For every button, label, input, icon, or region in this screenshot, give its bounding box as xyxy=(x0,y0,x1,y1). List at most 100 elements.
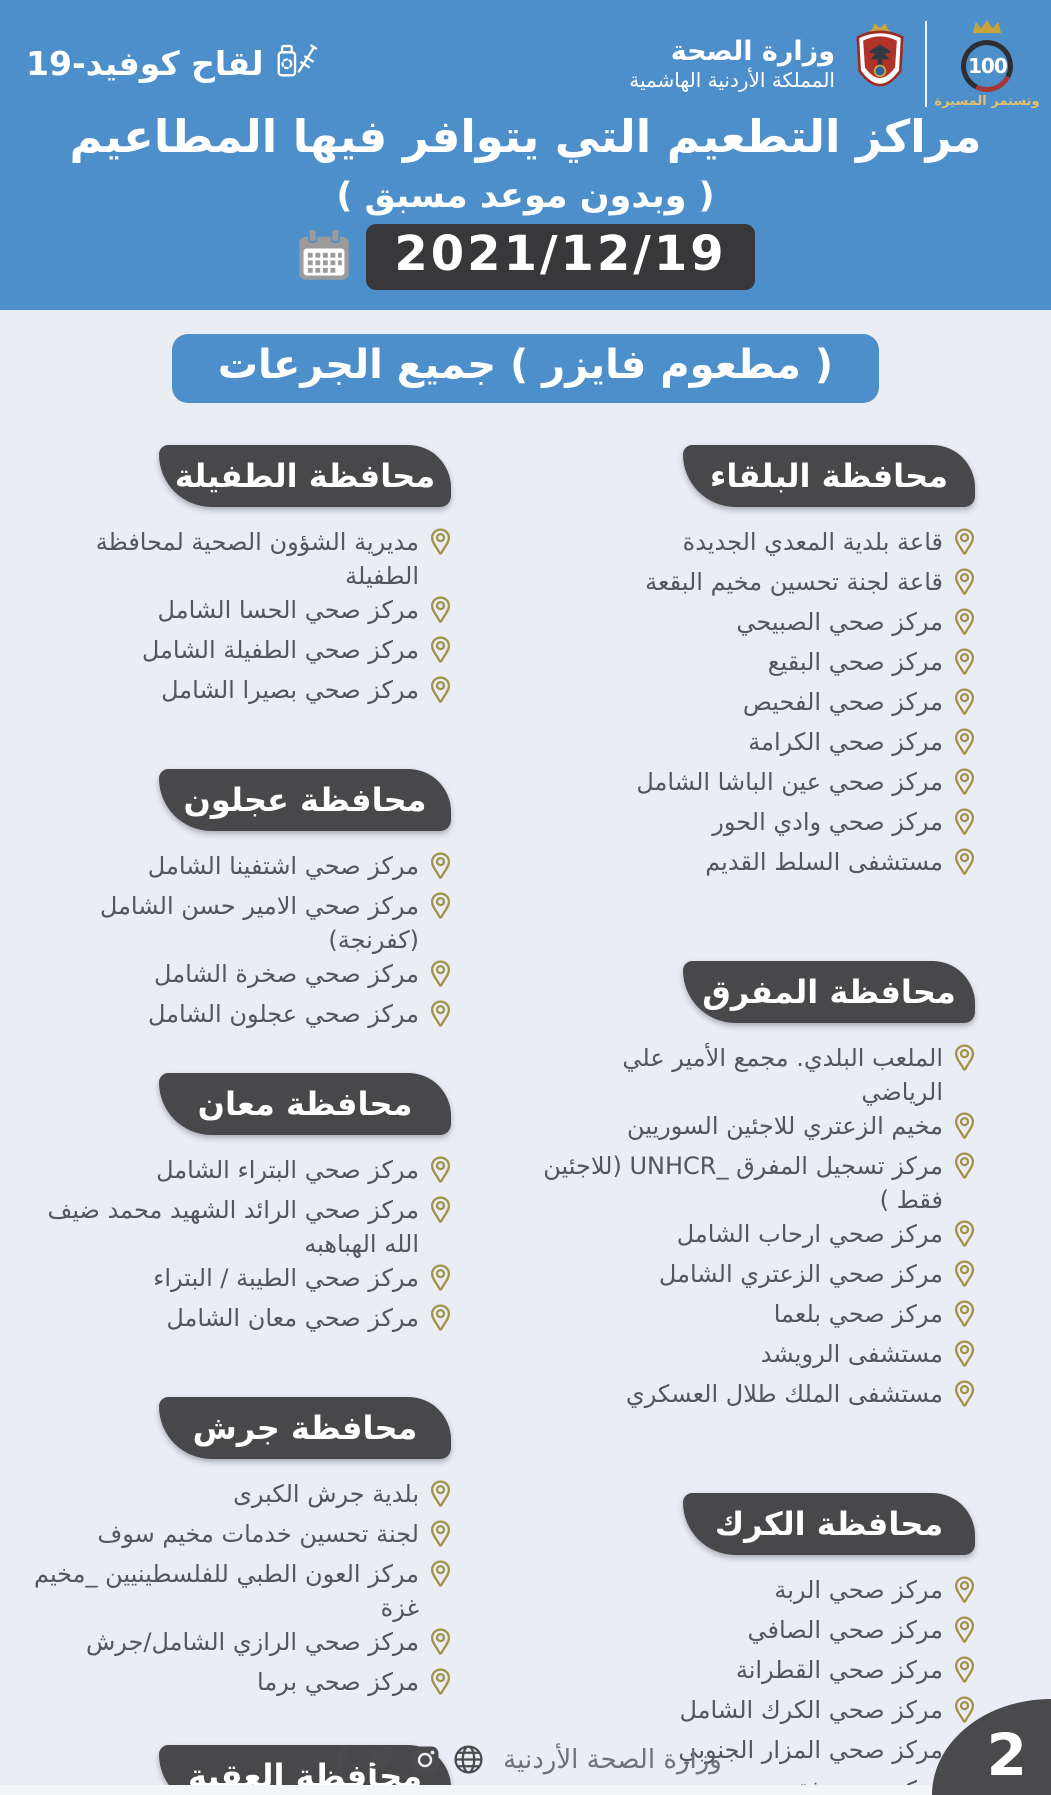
center-list-item: مركز صحي الفحيص xyxy=(535,685,975,725)
governorate-title-banner: محافظة معان xyxy=(159,1073,451,1135)
center-name: مركز صحي الطفيلة الشامل xyxy=(141,636,419,664)
governorate-section: محافظة المفرق الملعب البلدي. مجمع الأمير… xyxy=(535,961,975,1417)
center-list-item: مركز صحي الكرك الشامل xyxy=(535,1693,975,1733)
centennial-tagline: وتستمر المسيرة xyxy=(934,94,1040,109)
center-list-item: الملعب البلدي. مجمع الأمير علي الرياضي xyxy=(535,1041,975,1109)
center-name: قاعة لجنة تحسين مخيم البقعة xyxy=(645,568,943,596)
column-left: محافظة الطفيلة مديرية الشؤون الصحية لمحا… xyxy=(20,445,451,1795)
center-list-item: مركز صحي الطفيلة الشامل xyxy=(20,633,451,673)
center-name: مستشفى السلط القديم xyxy=(705,848,943,876)
location-pin-icon xyxy=(430,1668,451,1705)
facebook-icon[interactable] xyxy=(329,1746,353,1774)
center-list-item: مديرية الشؤون الصحية لمحافظة الطفيلة xyxy=(20,525,451,593)
location-pin-icon xyxy=(954,1696,975,1733)
center-name: مركز صحي الرازي الشامل/جرش xyxy=(86,1628,419,1656)
governorate-section: محافظة معان مركز صحي البتراء الشامل مركز… xyxy=(20,1073,451,1341)
center-list-item: مخيم الزعتري للاجئين السوريين xyxy=(535,1109,975,1149)
location-pin-icon xyxy=(430,1304,451,1341)
location-pin-icon xyxy=(430,1156,451,1193)
center-name: مركز صحي ارحاب الشامل xyxy=(676,1220,943,1248)
twitter-icon[interactable] xyxy=(366,1746,397,1774)
center-name: مركز صحي البقيع xyxy=(767,648,943,676)
brand-divider xyxy=(925,21,927,107)
governorate-title-banner: محافظة الطفيلة xyxy=(159,445,451,507)
center-list-item: مركز صحي الطيبة / البتراء xyxy=(20,1261,451,1301)
governorate-section: محافظة الطفيلة مديرية الشؤون الصحية لمحا… xyxy=(20,445,451,713)
location-pin-icon xyxy=(430,892,451,929)
location-pin-icon xyxy=(430,596,451,633)
center-list-item: مركز صحي الكرامة xyxy=(535,725,975,765)
center-list: بلدية جرش الكبرى لجنة تحسين خدمات مخيم س… xyxy=(20,1477,451,1705)
date-badge: 2021/12/19 xyxy=(366,224,755,290)
center-name: مركز صحي بصيرا الشامل xyxy=(161,676,419,704)
location-pin-icon xyxy=(430,1000,451,1037)
governorate-title-banner: محافظة الكرك xyxy=(683,1493,975,1555)
location-pin-icon xyxy=(954,528,975,565)
location-pin-icon xyxy=(430,676,451,713)
instagram-icon[interactable] xyxy=(410,1745,440,1775)
governorate-title-banner: محافظة البلقاء xyxy=(683,445,975,507)
centennial-crown-icon xyxy=(971,19,1003,38)
header-band: لقاح كوفيد-19 100 وتستمر المسيرة xyxy=(0,0,1051,310)
date-row: 2021/12/19 xyxy=(0,224,1051,290)
center-list-item: مركز صحي الصافي xyxy=(535,1613,975,1653)
center-list-item: مركز صحي البقيع xyxy=(535,645,975,685)
center-list-item: مركز صحي اشتفينا الشامل xyxy=(20,849,451,889)
center-list-item: بلدية جرش الكبرى xyxy=(20,1477,451,1517)
center-name: مركز صحي الزعتري الشامل xyxy=(658,1260,943,1288)
location-pin-icon xyxy=(954,1044,975,1081)
center-name: مركز صحي الامير حسن الشامل (كفرنجة) xyxy=(99,892,419,954)
center-name: مركز صحي الكرك الشامل xyxy=(679,1696,943,1724)
center-name: مديرية الشؤون الصحية لمحافظة الطفيلة xyxy=(95,528,419,590)
center-list-item: مستشفى الملك طلال العسكري xyxy=(535,1377,975,1417)
page-subtitle: ( وبدون موعد مسبق ) xyxy=(336,176,715,216)
governorate-title-banner: محافظة المفرق xyxy=(683,961,975,1023)
center-name: مركز صحي الفحيص xyxy=(742,688,943,716)
location-pin-icon xyxy=(954,808,975,845)
center-name: مركز صحي الصبيحي xyxy=(736,608,943,636)
center-name: مركز صحي الربة xyxy=(774,1576,943,1604)
location-pin-icon xyxy=(430,852,451,889)
center-name: مركز صحي الحسا الشامل xyxy=(157,596,419,624)
center-name: مستشفى الرويشد xyxy=(760,1340,943,1368)
center-list: مركز صحي البتراء الشامل مركز صحي الرائد … xyxy=(20,1153,451,1341)
center-list-item: مركز صحي القطرانة xyxy=(535,1653,975,1693)
center-name: مركز صحي المزار الجنوبي xyxy=(678,1736,943,1764)
brand-block: 100 وتستمر المسيرة وزارة الصحة المملكة ا… xyxy=(629,16,1040,112)
center-list-item: مركز العون الطبي للفلسطينيين _مخيم غزة xyxy=(20,1557,451,1625)
footer-ministry-name: وزارة الصحة الأردنية xyxy=(503,1744,722,1775)
location-pin-icon xyxy=(954,648,975,685)
center-list: مديرية الشؤون الصحية لمحافظة الطفيلة مرك… xyxy=(20,525,451,713)
location-pin-icon xyxy=(954,848,975,885)
jordan-coat-of-arms xyxy=(849,17,911,111)
center-list-item: قاعة لجنة تحسين مخيم البقعة xyxy=(535,565,975,605)
page-number: 2 xyxy=(986,1721,1027,1789)
center-name: مركز صحي الرائد الشهيد محمد ضيف الله اله… xyxy=(47,1196,419,1258)
ministry-name: وزارة الصحة xyxy=(670,35,835,67)
center-list-item: لجنة تحسين خدمات مخيم سوف xyxy=(20,1517,451,1557)
center-list-item: مركز صحي البتراء الشامل xyxy=(20,1153,451,1193)
governorate-section: محافظة جرش بلدية جرش الكبرى لجنة تحسين خ… xyxy=(20,1397,451,1705)
center-list-item: مركز صحي الزعتري الشامل xyxy=(535,1257,975,1297)
calendar-icon xyxy=(296,227,352,287)
centennial-ring: 100 xyxy=(954,33,1020,99)
location-pin-icon xyxy=(430,1196,451,1233)
center-list-item: مركز صحي المزار الجنوبي xyxy=(535,1733,975,1773)
center-name: مستشفى الملك طلال العسكري xyxy=(625,1380,943,1408)
center-name: مركز صحي عجلون الشامل xyxy=(147,1000,419,1028)
location-pin-icon xyxy=(954,1340,975,1377)
location-pin-icon xyxy=(954,1112,975,1149)
center-name: مركز صحي بلعما xyxy=(773,1300,943,1328)
center-list-item: مركز صحي الربة xyxy=(535,1573,975,1613)
location-pin-icon xyxy=(430,1264,451,1301)
globe-icon[interactable] xyxy=(453,1744,484,1775)
column-right: محافظة البلقاء قاعة بلدية المعدي الجديدة… xyxy=(535,445,975,1795)
center-list-item: مركز صحي الرائد الشهيد محمد ضيف الله اله… xyxy=(20,1193,451,1261)
center-list-item: مركز صحي الحسا الشامل xyxy=(20,593,451,633)
center-name: مركز صحي برما xyxy=(257,1668,419,1696)
date-value: 2021/12/19 xyxy=(394,226,727,282)
center-name: مركز صحي عين الباشا الشامل xyxy=(636,768,943,796)
location-pin-icon xyxy=(954,768,975,805)
governorate-title-banner: محافظة عجلون xyxy=(159,769,451,831)
